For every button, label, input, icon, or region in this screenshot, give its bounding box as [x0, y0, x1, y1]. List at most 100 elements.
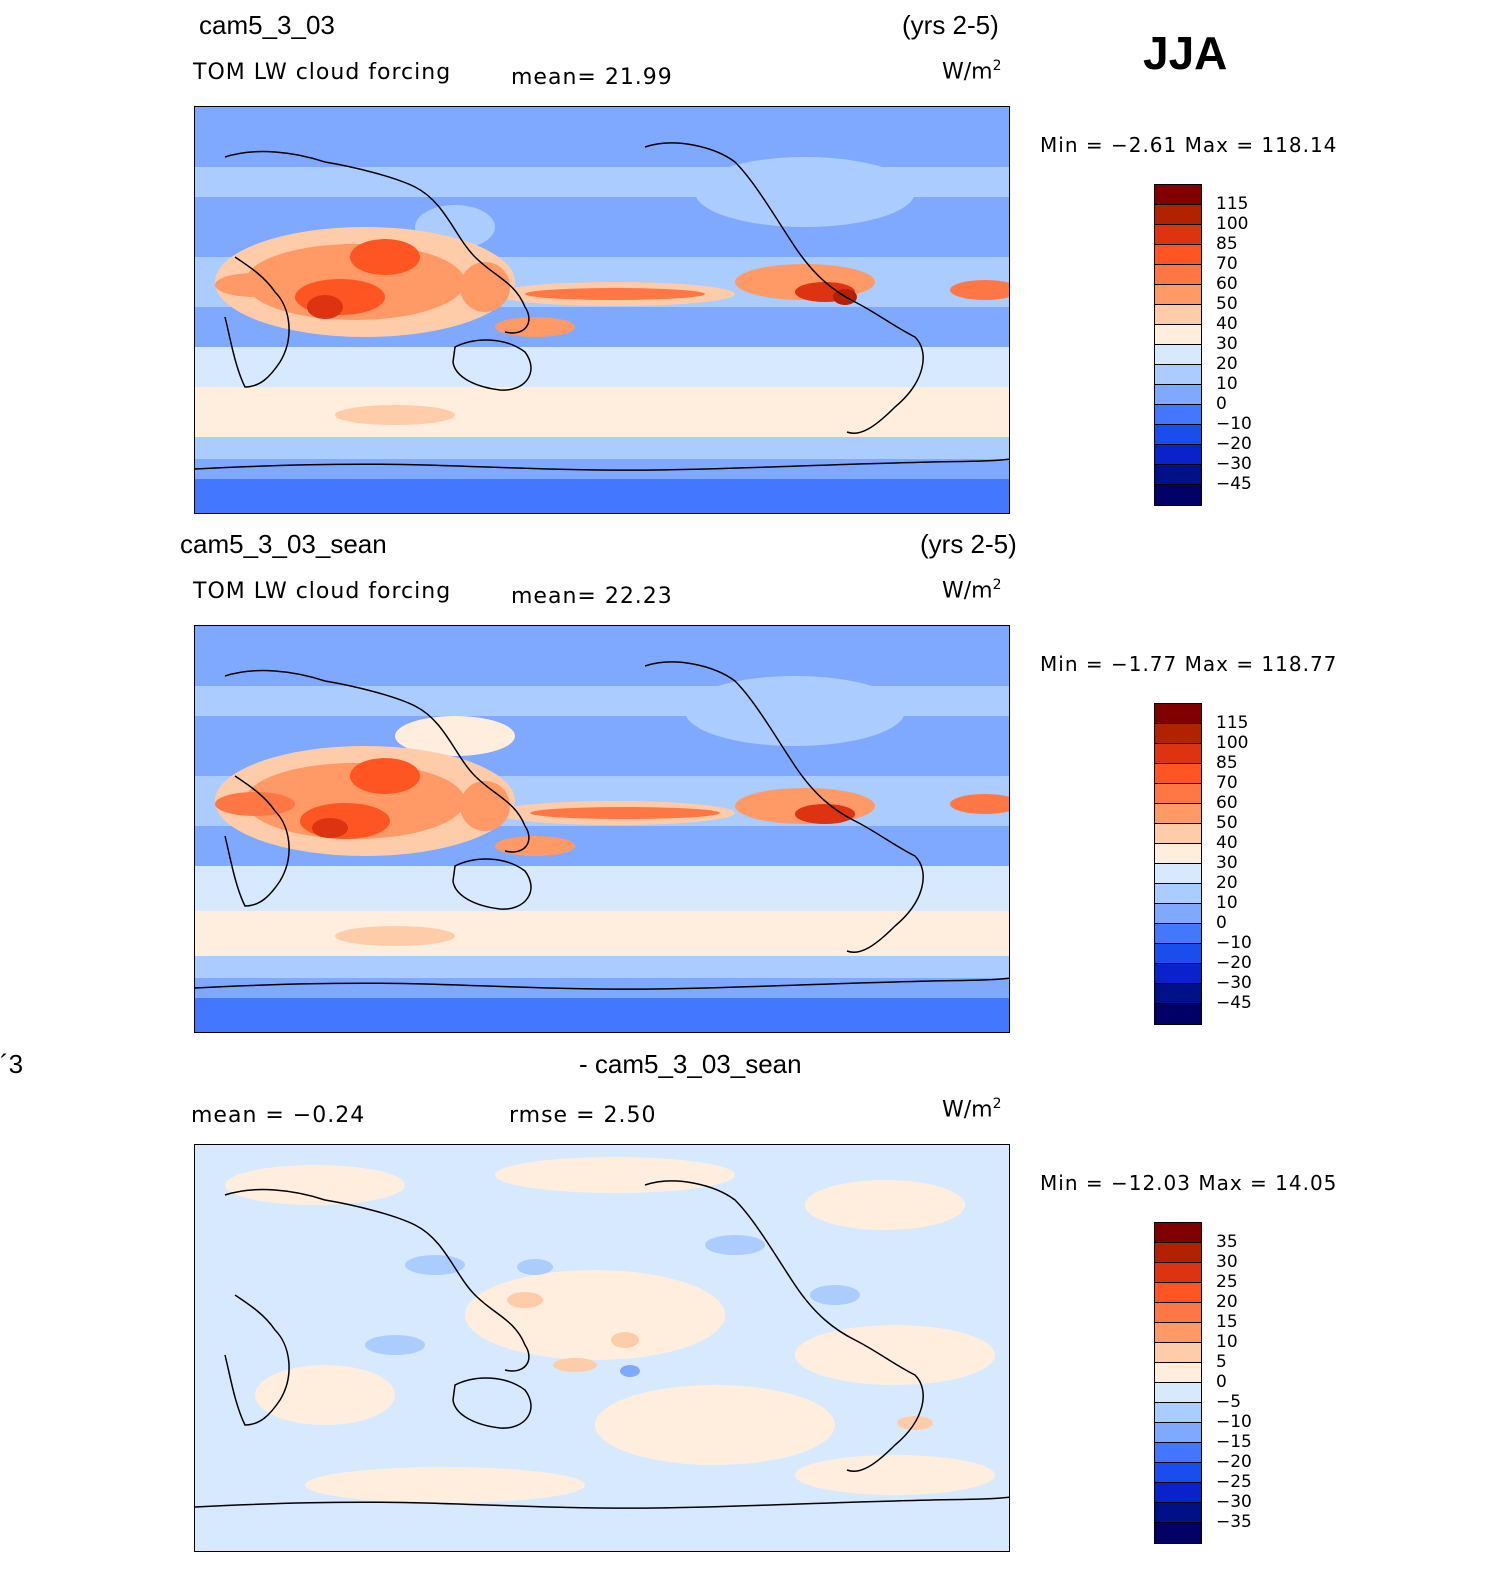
colorbar-swatch — [1155, 1523, 1201, 1543]
colorbar-swatch — [1155, 1243, 1201, 1263]
colorbar-swatch — [1155, 984, 1201, 1004]
field-region — [305, 1467, 585, 1503]
colorbar-swatch — [1155, 285, 1201, 305]
colorbar-swatch — [1155, 385, 1201, 405]
colorbar-label: −45 — [1216, 474, 1252, 494]
colorbar-swatch — [1155, 784, 1201, 804]
colorbar-swatch — [1155, 225, 1201, 245]
panel1-field-name: TOM LW cloud forcing — [193, 60, 452, 85]
field-region — [300, 803, 390, 839]
colorbar-swatch — [1155, 465, 1201, 485]
colorbar-label: 10 — [1216, 1332, 1238, 1352]
colorbar-label: 35 — [1216, 1232, 1238, 1252]
colorbar-label: −10 — [1216, 414, 1252, 434]
colorbar-swatch — [1155, 445, 1201, 465]
field-region — [525, 288, 705, 300]
colorbar-label: −10 — [1216, 933, 1252, 953]
colorbar-swatch — [1155, 185, 1201, 205]
field-region — [465, 1270, 725, 1360]
colorbar-swatch — [1155, 1303, 1201, 1323]
field-region — [312, 818, 348, 838]
coastline-eurasia — [224, 1188, 530, 1372]
panel2-map — [194, 625, 1010, 1033]
coastline-americas — [644, 142, 924, 434]
colorbar-swatch — [1155, 824, 1201, 844]
panel1-map-plot — [195, 107, 1009, 513]
colorbar-swatch — [1155, 1363, 1201, 1383]
colorbar-swatch — [1155, 405, 1201, 425]
panel1-unit: W/m2 — [942, 58, 1002, 84]
colorbar-label: −45 — [1216, 993, 1252, 1013]
colorbar-swatch — [1155, 1323, 1201, 1343]
field-band — [195, 437, 1009, 459]
colorbar-label: 85 — [1216, 234, 1238, 254]
colorbar-label: 20 — [1216, 354, 1238, 374]
colorbar-swatch — [1155, 704, 1201, 724]
field-region — [695, 157, 915, 227]
colorbar-label: 0 — [1216, 913, 1227, 933]
panel2-field-name: TOM LW cloud forcing — [193, 579, 452, 604]
colorbar-label: 60 — [1216, 274, 1238, 294]
colorbar-label: 0 — [1216, 394, 1227, 414]
colorbar-label: 70 — [1216, 254, 1238, 274]
colorbar-swatch — [1155, 944, 1201, 964]
colorbar-swatch — [1155, 964, 1201, 984]
field-region — [620, 1365, 640, 1377]
colorbar-swatch — [1155, 1343, 1201, 1363]
field-region — [215, 792, 295, 816]
field-region — [795, 1325, 995, 1385]
field-region — [350, 239, 420, 275]
colorbar-swatch — [1155, 1483, 1201, 1503]
field-region — [255, 1365, 395, 1425]
colorbar-swatch — [1155, 864, 1201, 884]
colorbar-label: 115 — [1216, 713, 1249, 733]
colorbar-label: −30 — [1216, 454, 1252, 474]
panel3-map — [194, 1144, 1010, 1552]
field-band — [195, 479, 1009, 513]
panel3-mean: mean = −0.24 — [191, 1103, 366, 1128]
colorbar-label: 50 — [1216, 294, 1238, 314]
colorbar-swatch — [1155, 724, 1201, 744]
panel3-minmax: Min = −12.03 Max = 14.05 — [1040, 1171, 1338, 1195]
colorbar-label: 5 — [1216, 1352, 1227, 1372]
colorbar-label: 100 — [1216, 214, 1249, 234]
panel1-case-title: cam5_3_03 — [199, 10, 335, 40]
colorbar-swatch — [1155, 844, 1201, 864]
field-region — [950, 280, 1009, 300]
colorbar-swatch — [1155, 265, 1201, 285]
panel1-unit-base: W/m — [942, 59, 993, 85]
coastline-antarctica — [195, 458, 1009, 471]
colorbar-swatch — [1155, 305, 1201, 325]
colorbar-label: 85 — [1216, 753, 1238, 773]
field-region — [517, 1259, 553, 1275]
field-region — [495, 836, 575, 856]
panel1-period: (yrs 2-5) — [902, 10, 999, 40]
panel2-mean: mean= 22.23 — [511, 584, 673, 609]
panel1-mean: mean= 21.99 — [511, 65, 673, 90]
field-region — [365, 1335, 425, 1355]
panel3-colorbar — [1154, 1222, 1202, 1544]
colorbar-label: −30 — [1216, 973, 1252, 993]
panel1-minmax: Min = −2.61 Max = 118.14 — [1040, 133, 1338, 157]
panel2-unit-base: W/m — [942, 578, 993, 604]
coastline-americas — [644, 1180, 924, 1472]
panel1-map — [194, 106, 1010, 514]
coastline-africa — [224, 1294, 290, 1426]
season-label: JJA — [1143, 27, 1228, 79]
panel1-colorbar — [1154, 184, 1202, 506]
field-region — [950, 794, 1009, 814]
coastline-americas — [644, 661, 924, 953]
field-region — [395, 716, 515, 756]
coastline-africa — [224, 256, 290, 388]
panel2-period: (yrs 2-5) — [920, 529, 1017, 559]
colorbar-label: −35 — [1216, 1512, 1252, 1532]
field-region — [530, 807, 720, 819]
colorbar-label: 0 — [1216, 1372, 1227, 1392]
field-band — [195, 956, 1009, 978]
field-region — [307, 295, 343, 319]
colorbar-swatch — [1155, 425, 1201, 445]
colorbar-swatch — [1155, 804, 1201, 824]
colorbar-swatch — [1155, 1403, 1201, 1423]
field-region — [335, 405, 455, 425]
colorbar-label: 50 — [1216, 813, 1238, 833]
